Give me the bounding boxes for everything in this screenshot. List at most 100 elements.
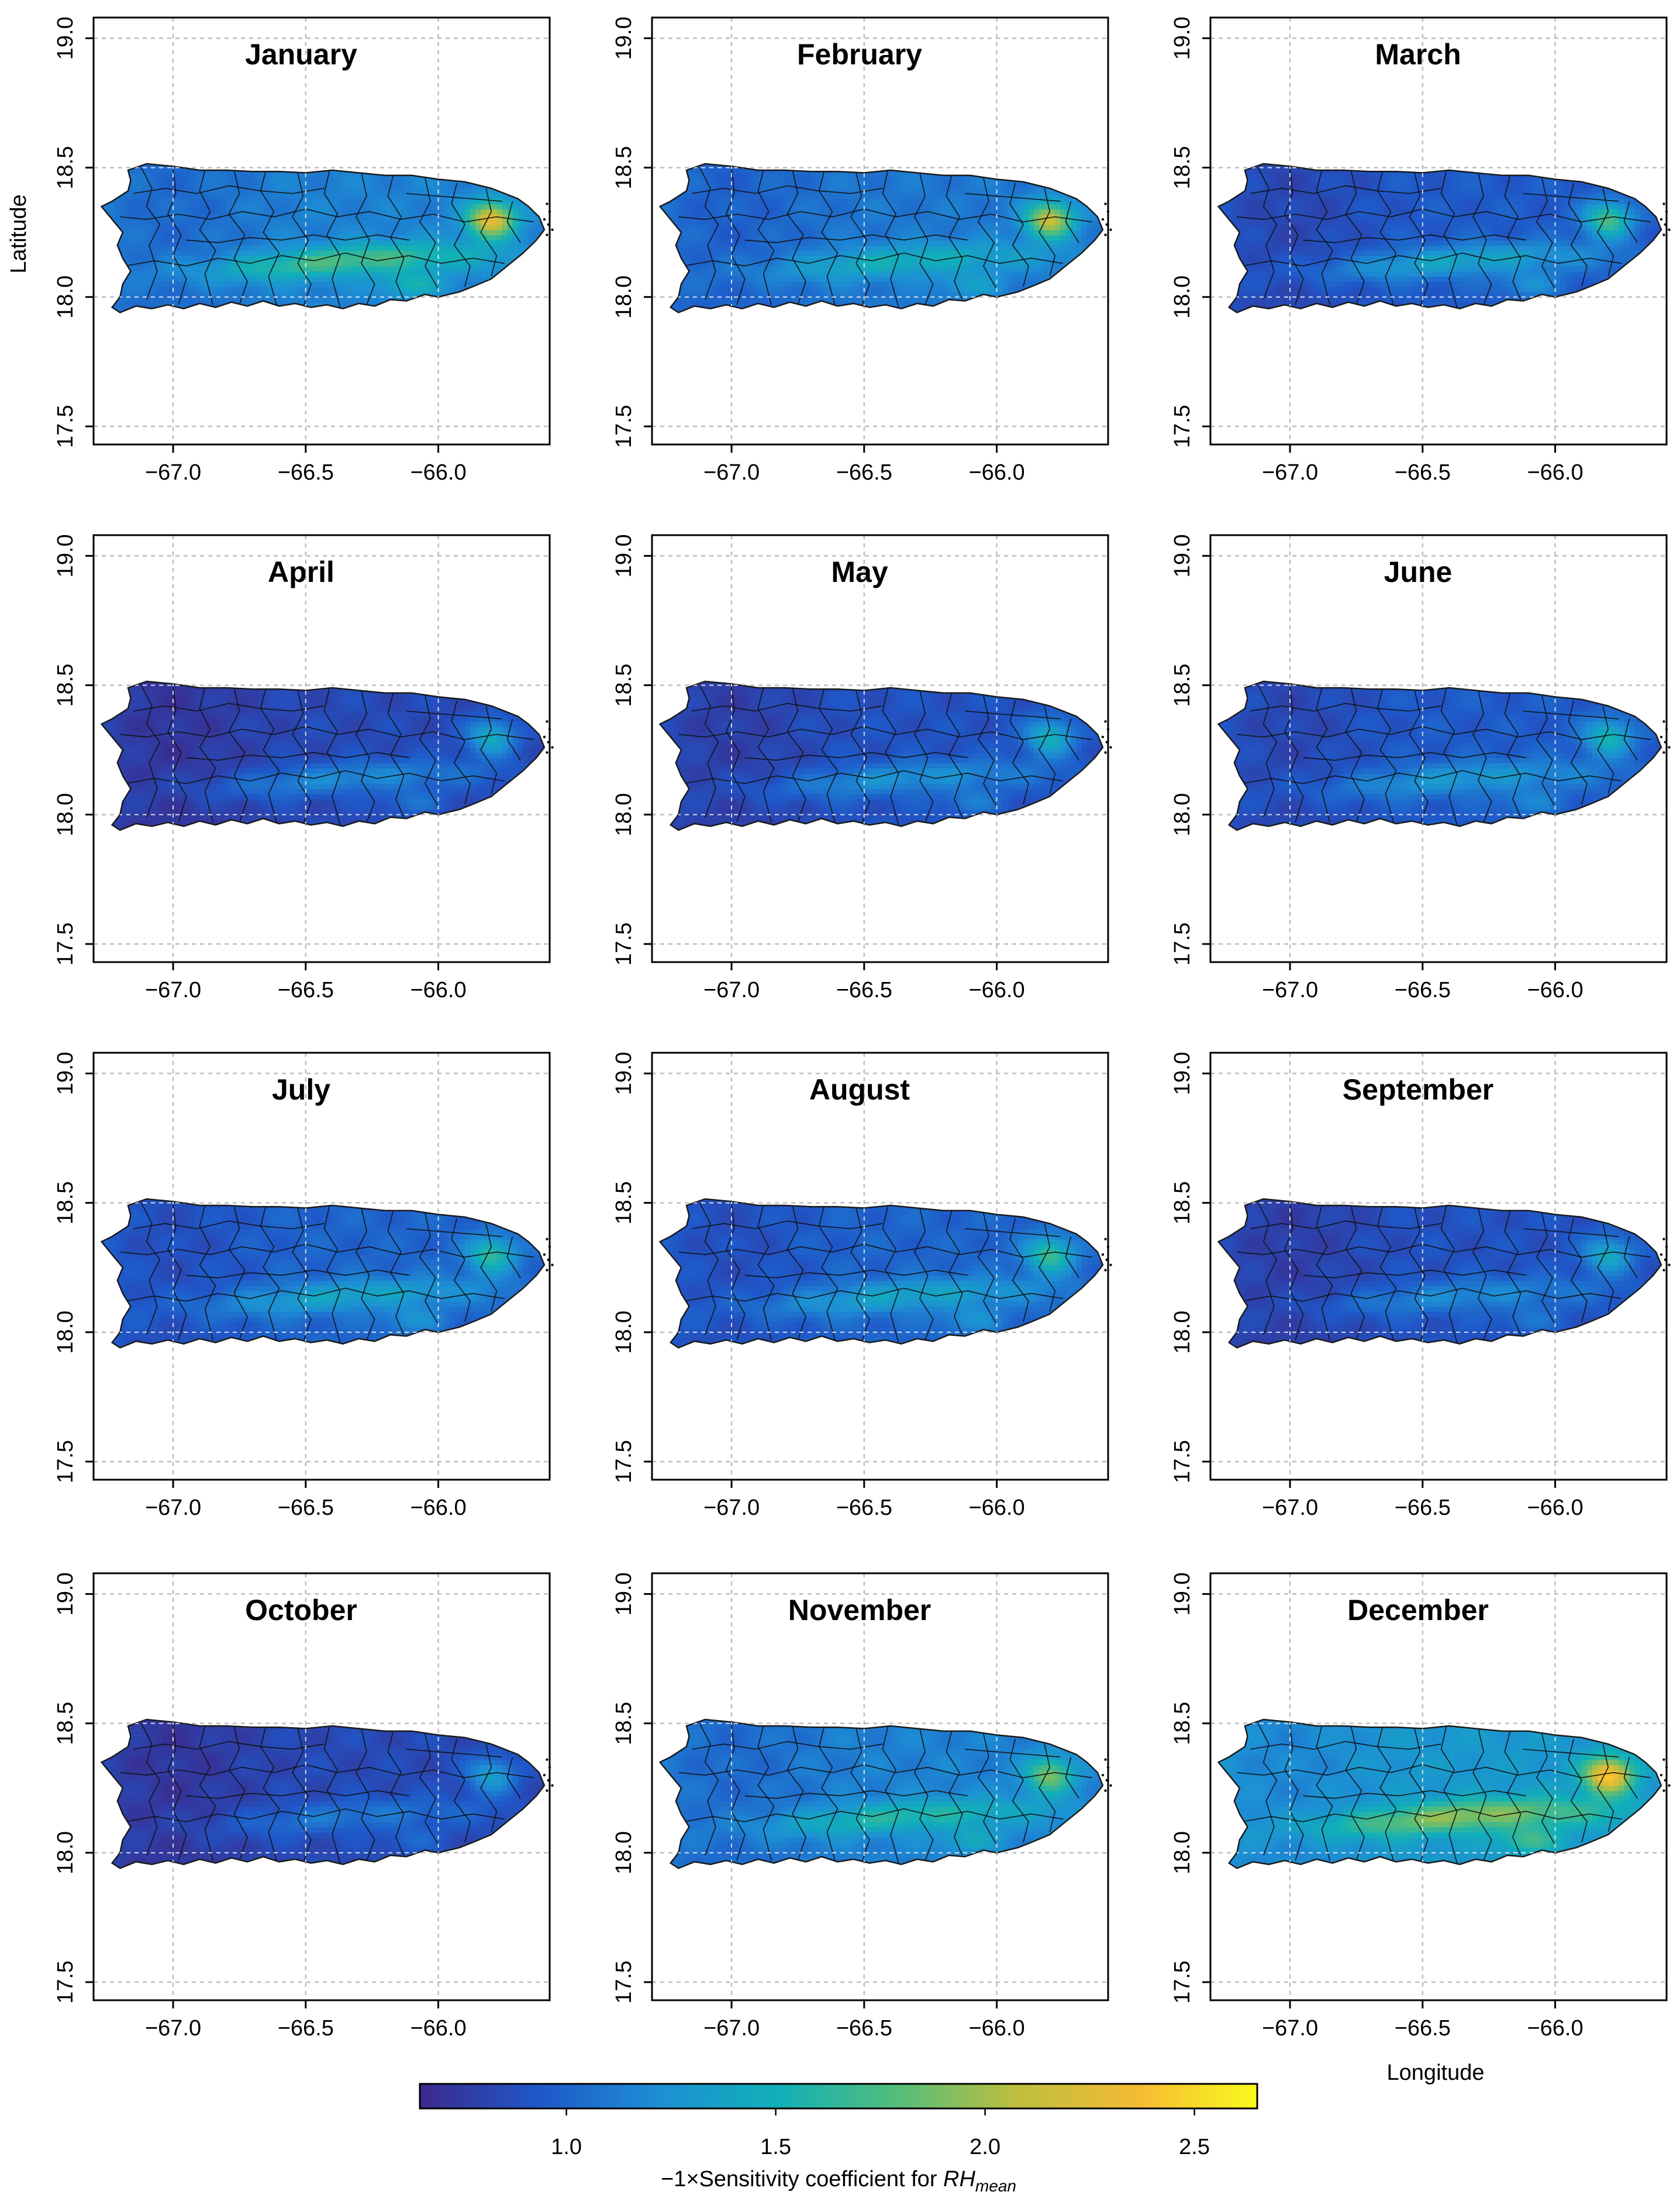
raster-cell — [215, 260, 222, 267]
raster-cell — [906, 281, 913, 287]
raster-cell — [970, 224, 977, 230]
raster-cell — [933, 173, 939, 179]
raster-cell — [732, 204, 737, 210]
raster-cell — [396, 240, 402, 246]
raster-cell — [151, 281, 158, 287]
raster-cell — [157, 224, 163, 230]
raster-cell — [869, 256, 875, 261]
raster-cell — [784, 287, 791, 292]
raster-cell — [141, 209, 147, 215]
raster-cell — [401, 178, 407, 184]
raster-cell — [726, 183, 732, 189]
municipal-border — [120, 208, 534, 223]
raster-cell — [689, 183, 695, 189]
raster-cell — [311, 229, 317, 236]
raster-cell — [247, 292, 253, 298]
raster-cell — [901, 281, 908, 287]
raster-cell — [981, 276, 987, 282]
raster-cell — [178, 297, 184, 303]
raster-cell — [816, 287, 823, 292]
raster-cell — [885, 256, 891, 261]
raster-cell — [996, 256, 1003, 261]
raster-cell — [443, 266, 450, 272]
raster-cell — [948, 214, 955, 220]
raster-cell — [528, 209, 534, 215]
raster-cell — [348, 178, 354, 184]
raster-cell — [215, 209, 222, 215]
raster-cell — [449, 281, 455, 287]
raster-cell — [268, 193, 275, 199]
raster-cell — [747, 260, 754, 267]
raster-cell — [258, 276, 264, 282]
raster-cell — [184, 235, 190, 241]
raster-cell — [412, 235, 418, 241]
raster-cell — [231, 224, 237, 230]
raster-cell — [874, 193, 881, 199]
raster-cell — [178, 214, 184, 220]
raster-cell — [332, 178, 338, 184]
raster-cell — [827, 250, 833, 256]
raster-cell — [258, 260, 264, 267]
raster-cell — [720, 281, 727, 287]
raster-cell — [801, 250, 806, 256]
raster-cell — [438, 235, 444, 241]
raster-cell — [311, 198, 317, 205]
raster-cell — [417, 209, 423, 215]
raster-cell — [120, 287, 126, 292]
raster-cell — [811, 256, 817, 261]
raster-cell — [880, 229, 886, 236]
raster-cell — [673, 214, 679, 220]
raster-cell — [364, 173, 370, 179]
municipal-border — [167, 167, 187, 305]
raster-cell — [146, 250, 153, 256]
raster-cell — [253, 245, 258, 251]
raster-cell — [337, 183, 344, 189]
raster-cell — [880, 178, 886, 184]
raster-cell — [827, 204, 833, 210]
raster-cell — [130, 198, 137, 205]
raster-cell — [374, 266, 381, 272]
raster-cell — [954, 229, 960, 236]
raster-cell — [747, 276, 754, 282]
raster-cell — [449, 204, 455, 210]
raster-cell — [715, 167, 722, 174]
raster-cell — [684, 198, 690, 205]
raster-cell — [811, 260, 817, 267]
raster-cell — [348, 292, 354, 298]
raster-cell — [268, 224, 275, 230]
raster-cell — [178, 219, 184, 225]
raster-cell — [832, 229, 839, 236]
raster-cell — [263, 198, 270, 205]
raster-cell — [189, 229, 195, 236]
raster-cell — [774, 178, 780, 184]
raster-cell — [406, 214, 412, 220]
raster-cell — [247, 297, 253, 303]
raster-cell — [763, 219, 770, 225]
raster-cell — [274, 209, 280, 215]
raster-cell — [715, 209, 722, 215]
raster-cell — [864, 224, 870, 230]
raster-cell — [880, 209, 886, 215]
raster-cell — [801, 178, 806, 184]
raster-cell — [322, 276, 327, 282]
raster-cell — [343, 214, 349, 220]
raster-cell — [864, 198, 870, 205]
raster-cell — [965, 224, 971, 230]
raster-cell — [747, 193, 754, 199]
raster-cell — [970, 229, 977, 236]
raster-cell — [891, 178, 896, 184]
raster-cell — [178, 235, 184, 241]
raster-cell — [454, 224, 460, 230]
raster-cell — [753, 235, 759, 241]
raster-cell — [981, 250, 987, 256]
raster-cell — [311, 271, 317, 277]
raster-cell — [194, 266, 201, 272]
raster-cell — [991, 178, 998, 184]
raster-cell — [353, 178, 360, 184]
raster-cell — [289, 266, 296, 272]
raster-cell — [720, 188, 727, 194]
raster-cell — [247, 219, 253, 225]
raster-cell — [343, 281, 349, 287]
raster-cell — [199, 229, 206, 236]
raster-cell — [832, 260, 839, 267]
